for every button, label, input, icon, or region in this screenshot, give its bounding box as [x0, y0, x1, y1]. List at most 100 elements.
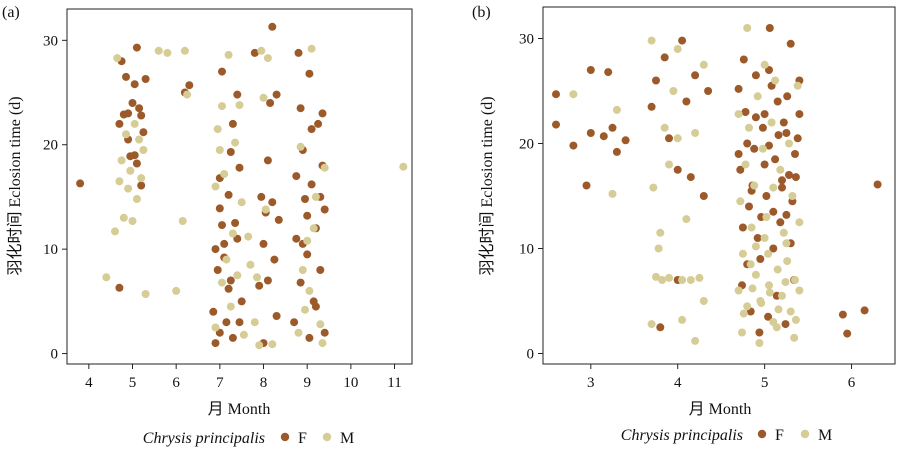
point-m-a [298, 266, 307, 274]
point-f-a [115, 283, 124, 292]
point-m-b [762, 213, 771, 221]
point-m-a [154, 46, 163, 55]
point-m-a [239, 330, 248, 339]
point-m-a [320, 163, 329, 172]
point-f-a [226, 148, 235, 156]
point-m-a [218, 102, 226, 111]
point-m-a [233, 271, 242, 280]
point-m-a [250, 318, 259, 327]
point-f-b [569, 141, 578, 150]
point-f-b [743, 139, 752, 148]
point-m-a [178, 217, 187, 225]
legend-swatch-m-a [322, 432, 332, 442]
point-f-b [786, 39, 795, 48]
point-m-a [113, 54, 122, 63]
point-m-b [760, 60, 769, 69]
y-tick-label-a: 10 [43, 242, 58, 258]
x-axis-label-b: 月 Month [689, 401, 752, 418]
point-m-a [318, 339, 327, 348]
panel-b: (b) 3 4 5 6 0 10 20 30 月 Month 羽化时间 Eclosion t… [472, 4, 896, 444]
x-tick-label-a: 11 [387, 375, 401, 391]
point-m-a [132, 195, 141, 203]
point-f-a [259, 239, 268, 248]
y-tick-label-b: 20 [519, 137, 534, 153]
point-f-b [762, 192, 771, 200]
point-f-b [771, 155, 780, 164]
point-m-b [647, 320, 656, 329]
point-f-b [734, 150, 743, 158]
point-m-b [791, 315, 800, 324]
point-m-a [213, 125, 222, 134]
y-axis-label-a: 羽化时间 Eclosion time (d) [6, 96, 24, 275]
point-m-b [654, 244, 663, 253]
point-f-a [250, 48, 259, 57]
point-f-b [582, 181, 591, 190]
point-f-b [751, 113, 760, 122]
point-m-a [122, 130, 130, 139]
point-f-a [233, 90, 242, 99]
point-f-a [141, 75, 150, 83]
point-f-a [132, 43, 141, 52]
point-f-a [255, 281, 264, 290]
point-f-b [704, 87, 713, 95]
point-f-a [135, 104, 144, 113]
point-m-b [652, 272, 660, 281]
legend-swatch-f-a [280, 432, 290, 442]
point-m-b [773, 265, 782, 274]
point-f-b [779, 118, 788, 127]
point-f-b [838, 310, 847, 319]
y-ticks-b: 0 10 20 30 [519, 32, 543, 363]
point-f-a [307, 125, 316, 134]
point-f-a [294, 48, 303, 57]
point-m-b [678, 276, 687, 284]
point-m-a [257, 46, 266, 55]
point-f-a [268, 22, 277, 31]
point-f-a [296, 104, 305, 113]
point-m-b [772, 323, 781, 332]
point-f-b [776, 218, 785, 227]
point-m-a [137, 174, 146, 183]
point-m-b [647, 36, 656, 45]
point-m-b [673, 134, 682, 143]
panel-a: (a) 4 5 6 7 8 9 10 11 0 10 20 30 月 Month 羽化时间 Eclo… [2, 4, 413, 447]
point-m-a [141, 290, 150, 298]
point-f-a [211, 245, 220, 254]
point-m-b [795, 286, 804, 295]
point-m-a [139, 146, 148, 154]
point-m-a [268, 340, 277, 349]
point-f-b [755, 328, 764, 337]
point-m-a [303, 236, 312, 245]
point-m-b [757, 299, 766, 308]
point-m-a [226, 302, 235, 311]
legend-title-a: Chrysis principalis [143, 430, 265, 447]
point-f-b [682, 97, 691, 106]
point-m-b [656, 228, 665, 237]
point-f-b [778, 183, 786, 192]
point-m-a [215, 146, 224, 154]
point-m-b [745, 123, 753, 132]
legend-swatch-f-b [757, 429, 767, 439]
point-m-a [259, 93, 268, 102]
point-m-b [660, 123, 669, 132]
point-m-a [309, 224, 318, 233]
point-f-a [320, 328, 329, 337]
point-f-a [320, 205, 329, 214]
point-f-a [303, 211, 312, 220]
point-f-b [785, 171, 793, 179]
point-f-a [222, 318, 231, 327]
point-m-b [765, 288, 774, 297]
point-f-a [122, 72, 130, 81]
legend-a: Chrysis principalis F M [143, 430, 354, 447]
point-f-a [266, 99, 275, 107]
x-tick-label-b: 3 [587, 375, 595, 391]
point-m-b [779, 228, 788, 237]
point-f-a [305, 69, 314, 78]
point-m-a [211, 182, 220, 191]
point-m-b [738, 249, 747, 258]
point-f-a [231, 219, 240, 227]
point-m-a [183, 90, 192, 99]
point-m-b [665, 160, 673, 169]
point-m-b [786, 307, 795, 316]
point-m-b [682, 215, 691, 224]
point-m-b [764, 249, 773, 258]
